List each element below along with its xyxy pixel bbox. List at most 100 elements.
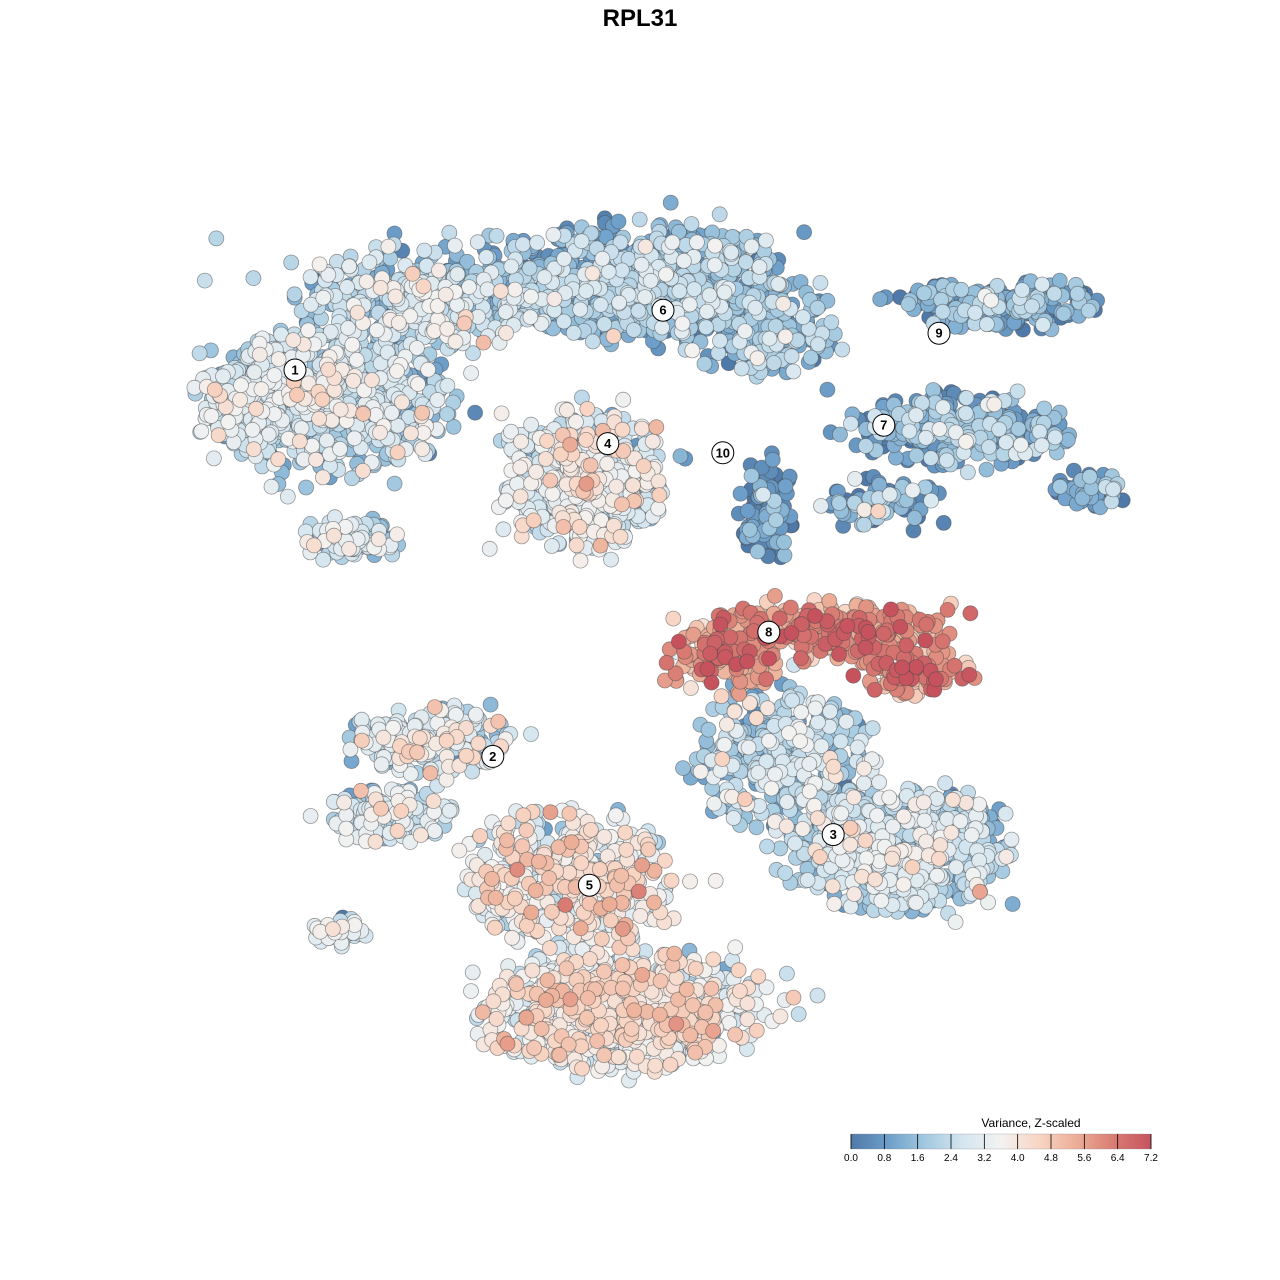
cell-point [536,269,553,286]
cell-point [958,390,975,406]
cell-point [759,838,775,855]
cell-point [637,289,653,306]
cell-point [747,299,764,316]
cell-point [603,551,619,568]
cell-point [796,224,812,241]
cell-point [810,714,826,731]
cell-point [191,345,208,362]
cell-point [809,987,826,1004]
cell-point [315,551,332,568]
cell-point [642,272,659,289]
cell-point [529,234,545,251]
cell-point [482,696,499,713]
cell-point [799,872,816,888]
cell-point [698,319,714,336]
cell-point [298,479,315,496]
cell-point [716,284,733,301]
cell-point [777,865,794,881]
cell-point [1069,285,1086,302]
cell-point [923,450,939,467]
cell-point [302,269,319,286]
cell-point [1036,400,1053,417]
cell-point [906,510,923,526]
cell-point [584,333,601,350]
cell-point [916,285,932,302]
cell-point [521,260,538,277]
cell-point [596,316,613,333]
cell-point [246,364,263,381]
cell-point [901,423,918,440]
cell-point [938,452,955,469]
cell-point [908,407,925,424]
cell-point [978,461,995,478]
cell-point [749,543,766,560]
cell-point [361,254,378,271]
cell-point [790,1006,807,1022]
cell-point [751,259,768,275]
cell-point [935,399,951,416]
cell-point [939,811,956,827]
cell-point [700,721,717,738]
cell-point [469,234,486,251]
cell-point [768,512,784,528]
cell-point [497,304,514,320]
cell-point [843,415,859,432]
cell-point [743,467,760,484]
cell-point [1105,481,1121,498]
cell-point [196,272,213,289]
cell-point [215,368,231,385]
cell-point [991,421,1007,438]
cell-point [339,279,356,296]
cell-point [279,488,296,505]
cell-point [918,429,934,446]
cell-point [503,258,520,275]
cell-point [696,355,713,372]
cell-point [929,790,945,807]
cell-point [960,464,976,481]
cell-point [783,348,800,365]
cell-point [449,266,466,283]
cell-point [856,516,873,533]
cell-point [981,439,997,456]
cell-point [871,774,887,791]
cell-point [997,805,1014,822]
cell-point [208,230,225,247]
cell-point [686,281,703,298]
cell-point [1055,305,1072,322]
cell-point [1046,285,1063,302]
cell-point [967,304,983,321]
cell-point [573,233,590,250]
cell-point [758,232,774,249]
cell-point [683,216,700,232]
cell-point [900,296,917,313]
cell-point [739,502,756,519]
cell-point [923,492,939,509]
cell-point [630,302,647,319]
cell-point [795,309,811,326]
cell-point [812,274,829,291]
cell-point [572,301,589,318]
cell-point [831,495,848,512]
cell-point [979,316,995,333]
cell-point [849,739,866,756]
cell-point [881,486,898,503]
cell-point [776,534,792,551]
cell-point [822,703,838,720]
cell-point [838,713,855,730]
cell-point [834,341,851,358]
cell-point [578,283,595,300]
cell-point [671,283,688,300]
cell-point [386,475,403,492]
cell-point [738,254,754,271]
scatter-points [186,194,1131,1089]
cell-point [937,775,954,792]
cell-point [1034,276,1051,293]
cell-point [1081,468,1098,485]
cell-point [813,497,829,514]
cell-point [478,249,495,266]
cell-point [467,404,484,421]
cell-point [764,451,781,468]
cell-point [600,263,617,280]
cell-point [662,194,679,211]
